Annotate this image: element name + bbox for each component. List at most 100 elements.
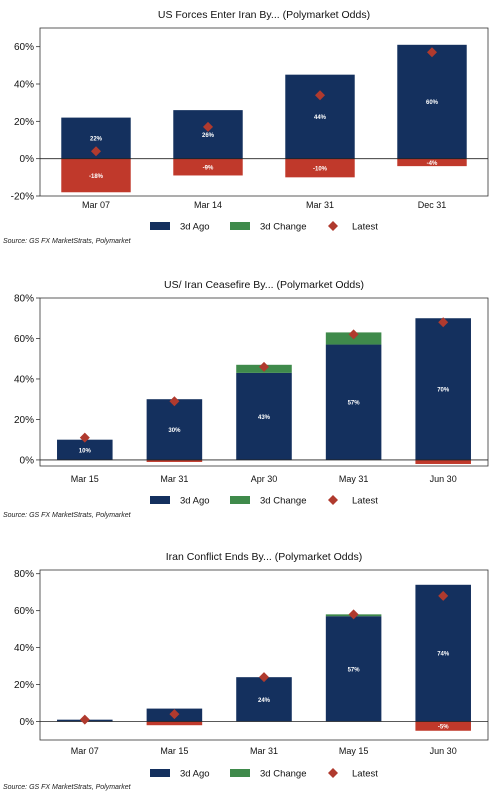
legend-swatch-3d-change [230,222,250,230]
chart-legend: 3d Ago 3d Change Latest [150,768,378,780]
chart-us-iran-ceasefire: US/ Iran Ceasefire By... (Polymarket Odd… [14,279,489,507]
x-tick-label: Mar 31 [250,746,278,756]
chart-title: Iran Conflict Ends By... (Polymarket Odd… [166,551,362,563]
chart-us-forces-enter-iran: US Forces Enter Iran By... (Polymarket O… [11,9,489,233]
latest-marker [169,396,180,407]
bar-3d-change [146,721,203,726]
chart-panel-1: US Forces Enter Iran By... (Polymarket O… [0,0,500,262]
legend-swatch-latest [328,221,338,231]
bar-value-label: 57% [348,667,361,673]
bar-value-label: 43% [258,415,271,421]
bar-value-label: 44% [314,115,327,121]
bar-value-label: 70% [437,388,450,394]
y-tick-label: 40% [14,643,34,654]
chart-title: US Forces Enter Iran By... (Polymarket O… [158,9,370,21]
x-tick-label: Mar 31 [306,200,334,210]
latest-marker [438,590,449,601]
bar-value-label: 30% [168,428,181,434]
legend-label-latest: Latest [352,496,378,507]
y-tick-label: -20% [11,192,34,203]
x-tick-label: Mar 07 [71,746,99,756]
y-tick-label: 60% [14,334,34,345]
y-tick-label: 60% [14,606,34,617]
legend-label-latest: Latest [352,769,378,780]
plot-frame [39,569,489,741]
legend-swatch-latest [328,495,338,505]
chart-legend: 3d Ago 3d Change Latest [150,221,378,233]
latest-marker [315,90,325,101]
legend-label-latest: Latest [352,222,378,233]
bar-3d-change [61,158,131,193]
chart-title: US/ Iran Ceasefire By... (Polymarket Odd… [164,279,364,291]
y-tick-label: 40% [14,374,34,385]
bar-value-label: 74% [437,652,450,658]
bar-3d-ago [236,372,292,460]
bar-3d-change [415,721,471,731]
latest-marker [169,709,180,720]
y-tick-label: 0% [20,455,35,466]
change-value-label: -18% [89,174,104,180]
latest-marker [348,329,359,340]
x-tick-label: May 31 [339,474,369,484]
bar-3d-change [173,158,243,176]
bar-3d-change [146,459,203,462]
latest-marker [203,121,213,132]
x-tick-label: Mar 14 [194,200,222,210]
plot-frame [39,27,489,197]
y-tick-label: 20% [14,415,34,426]
latest-marker [427,47,437,58]
legend-swatch-3d-change [230,496,250,504]
bar-3d-ago [415,584,471,722]
y-tick-label: 20% [14,680,34,691]
x-tick-label: Mar 15 [160,746,188,756]
x-tick-label: Mar 31 [160,474,188,484]
y-tick-label: 20% [14,117,34,128]
bar-value-label: 57% [348,401,361,407]
chart-source: Source: GS FX MarketStrats, Polymarket [3,512,131,519]
chart-iran-conflict-ends: Iran Conflict Ends By... (Polymarket Odd… [14,551,489,780]
chart-panel-3: Iran Conflict Ends By... (Polymarket Odd… [0,540,500,802]
bar-3d-change [285,158,355,178]
latest-marker [348,609,359,620]
y-tick-label: 80% [14,569,34,580]
x-tick-label: Dec 31 [418,200,447,210]
latest-marker [79,432,90,443]
x-tick-label: Mar 15 [71,474,99,484]
bar-3d-ago [173,110,243,159]
x-tick-label: Apr 30 [251,474,278,484]
bar-value-label: 10% [79,448,92,454]
x-tick-label: Jun 30 [430,474,457,484]
bar-value-label: 24% [258,698,271,704]
legend-swatch-3d-ago [150,496,170,504]
y-tick-label: 60% [14,42,34,53]
bar-3d-ago [236,677,292,722]
legend-label-3d-ago: 3d Ago [180,496,210,507]
change-value-label: -10% [313,167,328,173]
latest-marker [438,317,449,328]
bar-3d-change [397,158,467,167]
y-tick-label: 80% [14,294,34,305]
bar-3d-ago [325,616,382,722]
bar-value-label: 26% [202,133,215,139]
legend-swatch-latest [328,768,338,778]
bar-3d-ago [146,399,203,460]
bar-3d-ago [57,439,113,460]
y-tick-label: 40% [14,80,34,91]
bar-value-label: 22% [90,137,103,143]
legend-label-3d-ago: 3d Ago [180,222,210,233]
bar-3d-ago [325,344,382,460]
bar-3d-change [415,459,471,464]
change-value-label: -5% [438,725,449,731]
latest-marker [259,672,269,683]
latest-marker [79,714,90,725]
x-tick-label: May 15 [339,746,369,756]
x-tick-label: Mar 07 [82,200,110,210]
bar-value-label: 60% [426,100,439,106]
legend-label-3d-change: 3d Change [260,496,306,507]
legend-label-3d-change: 3d Change [260,769,306,780]
y-tick-label: 0% [20,717,35,728]
chart-source: Source: GS FX MarketStrats, Polymarket [3,784,131,791]
change-value-label: -4% [427,161,438,167]
change-value-label: -9% [203,166,214,172]
chart-source: Source: GS FX MarketStrats, Polymarket [3,238,131,245]
